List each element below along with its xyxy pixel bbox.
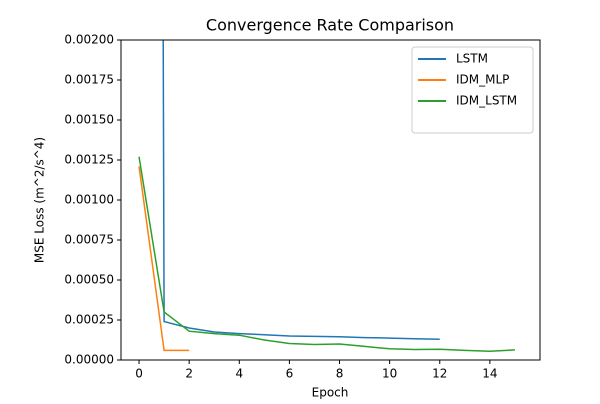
x-tick-label: 8 (336, 367, 344, 381)
legend-label: LSTM (456, 52, 488, 66)
x-tick-label: 12 (432, 367, 447, 381)
data-line (138, 156, 515, 352)
x-tick-label: 14 (482, 367, 497, 381)
x-axis-label: Epoch (312, 386, 349, 400)
y-tick-label: 0.00100 (64, 193, 114, 207)
chart-title: Convergence Rate Comparison (206, 16, 454, 35)
plot-area (138, 40, 515, 352)
x-tick-label: 2 (185, 367, 193, 381)
legend-box (411, 46, 534, 134)
y-tick-label: 0.00075 (64, 233, 114, 247)
x-tick-label: 6 (286, 367, 294, 381)
x-tick-label: 4 (235, 367, 243, 381)
y-tick-label: 0.00175 (64, 73, 114, 87)
y-axis-label: MSE Loss (m^2/s^4) (33, 137, 47, 263)
legend-label: IDM_LSTM (456, 94, 517, 108)
x-tick-label: 0 (135, 367, 143, 381)
y-tick-label: 0.00025 (64, 313, 114, 327)
y-tick-label: 0.00150 (64, 113, 114, 127)
axes-frame (120, 39, 541, 361)
y-tick-label: 0.00050 (64, 273, 114, 287)
y-tick-label: 0.00200 (64, 33, 114, 47)
legend-label: IDM_MLP (456, 73, 509, 87)
data-line (138, 166, 190, 352)
y-tick-label: 0.00000 (64, 353, 114, 367)
x-tick-label: 10 (382, 367, 397, 381)
data-line (162, 40, 440, 340)
y-tick-label: 0.00125 (64, 153, 114, 167)
